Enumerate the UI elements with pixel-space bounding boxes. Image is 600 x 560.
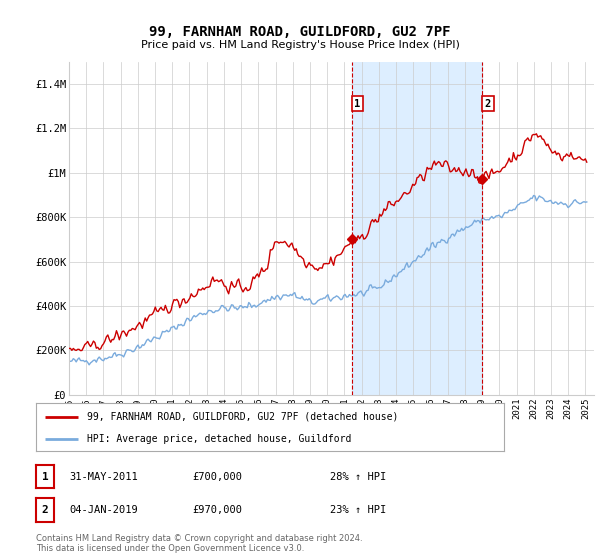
Text: £970,000: £970,000 (192, 505, 242, 515)
Text: 1: 1 (354, 99, 361, 109)
Text: Price paid vs. HM Land Registry's House Price Index (HPI): Price paid vs. HM Land Registry's House … (140, 40, 460, 50)
Bar (352, 62, 482, 395)
Text: 31-MAY-2011: 31-MAY-2011 (69, 472, 138, 482)
Text: 28% ↑ HPI: 28% ↑ HPI (330, 472, 386, 482)
Text: 2: 2 (41, 505, 49, 515)
Text: Contains HM Land Registry data © Crown copyright and database right 2024.
This d: Contains HM Land Registry data © Crown c… (36, 534, 362, 553)
Text: 2: 2 (485, 99, 491, 109)
Text: 99, FARNHAM ROAD, GUILDFORD, GU2 7PF (detached house): 99, FARNHAM ROAD, GUILDFORD, GU2 7PF (de… (88, 412, 399, 422)
Text: 04-JAN-2019: 04-JAN-2019 (69, 505, 138, 515)
Text: 99, FARNHAM ROAD, GUILDFORD, GU2 7PF: 99, FARNHAM ROAD, GUILDFORD, GU2 7PF (149, 25, 451, 39)
Text: 1: 1 (41, 472, 49, 482)
Text: £700,000: £700,000 (192, 472, 242, 482)
Text: 23% ↑ HPI: 23% ↑ HPI (330, 505, 386, 515)
Text: HPI: Average price, detached house, Guildford: HPI: Average price, detached house, Guil… (88, 434, 352, 444)
